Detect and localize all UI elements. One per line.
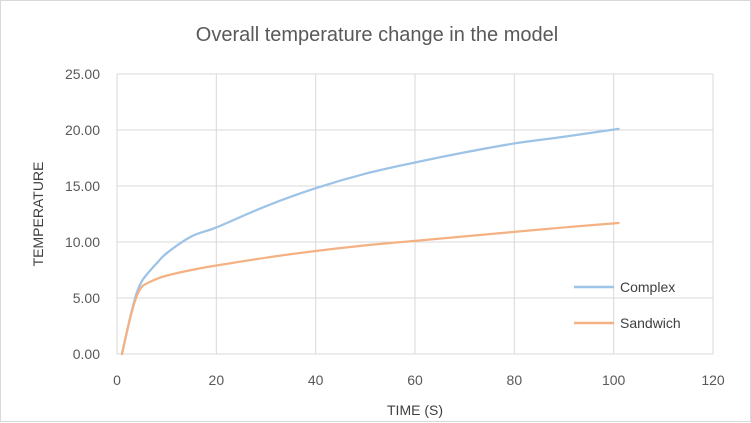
- legend-label-complex: Complex: [620, 279, 675, 295]
- y-tick-label: 5.00: [73, 290, 100, 306]
- y-tick-label: 15.00: [65, 178, 100, 194]
- x-tick-label: 20: [209, 372, 225, 388]
- x-axis-label: TIME (S): [387, 402, 443, 418]
- y-axis-label: TEMPERATURE: [30, 162, 46, 267]
- series-line-sandwich: [120, 221, 620, 356]
- legend-label-sandwich: Sandwich: [620, 315, 681, 331]
- x-tick-label: 0: [113, 372, 121, 388]
- tick-label-layer: 0.00 5.00 10.00 15.00 20.00 25.00 0 20 40 60 80 100…: [65, 66, 725, 388]
- series-line-complex: [120, 127, 620, 356]
- y-tick-label: 10.00: [65, 234, 100, 250]
- series-layer: [120, 127, 620, 356]
- y-tick-label: 25.00: [65, 66, 100, 82]
- legend: Complex Sandwich: [574, 279, 681, 331]
- x-tick-label: 40: [308, 372, 324, 388]
- grid-layer: [116, 73, 714, 355]
- x-tick-label: 120: [701, 372, 725, 388]
- x-tick-label: 80: [507, 372, 523, 388]
- y-tick-label: 20.00: [65, 122, 100, 138]
- x-tick-label: 100: [602, 372, 626, 388]
- x-tick-label: 60: [407, 372, 423, 388]
- y-tick-label: 0.00: [73, 346, 100, 362]
- chart-title: Overall temperature change in the model: [196, 24, 558, 46]
